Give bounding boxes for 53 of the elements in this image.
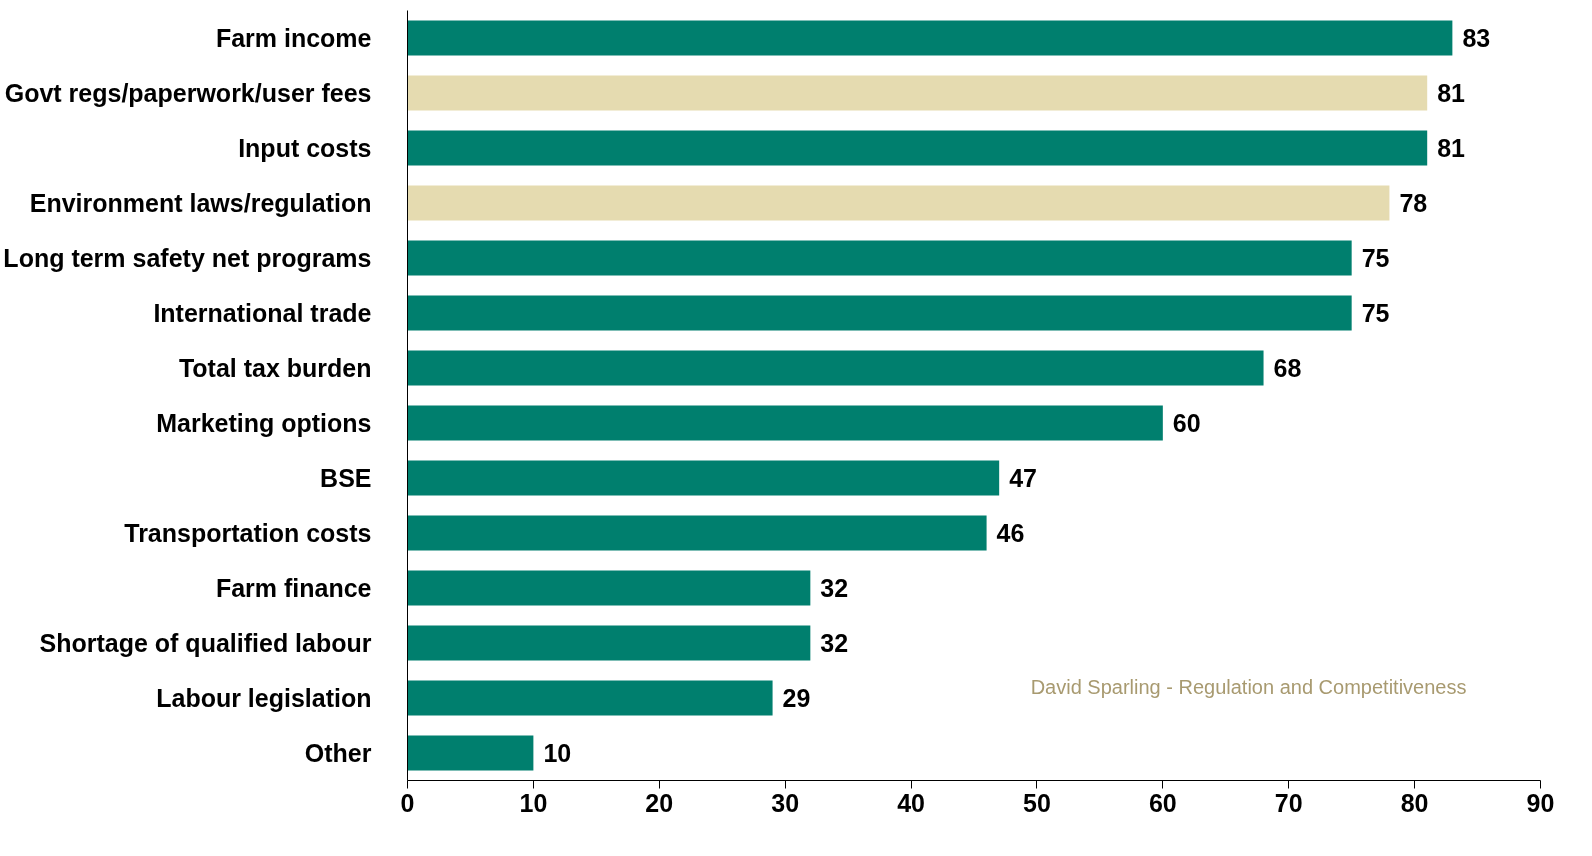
- y-tick-label: Shortage of qualified labour: [39, 629, 372, 657]
- data-label: 60: [1172, 409, 1201, 437]
- bar: [407, 515, 987, 551]
- x-tick-label: 50: [1023, 788, 1051, 817]
- data-label: 81: [1437, 79, 1466, 107]
- data-label: 32: [820, 574, 849, 602]
- y-tick-label: Govt regs/paperwork/user fees: [4, 79, 372, 107]
- y-tick-label: Farm finance: [215, 574, 372, 602]
- y-tick-label: Environment laws/regulation: [29, 189, 372, 217]
- x-tick-label: 80: [1400, 788, 1429, 817]
- bar: [407, 625, 811, 661]
- bar: [407, 570, 811, 606]
- data-label: 83: [1462, 24, 1491, 52]
- bar: [407, 460, 1000, 496]
- y-tick-label: Labour legislation: [156, 684, 372, 712]
- data-label: 10: [543, 739, 572, 767]
- bar: [407, 130, 1428, 166]
- x-tick-label: 20: [645, 788, 674, 817]
- x-tick-label: 70: [1274, 788, 1303, 817]
- y-tick-label: Input costs: [238, 134, 372, 162]
- bar: [407, 240, 1352, 276]
- data-label: 46: [996, 519, 1025, 547]
- x-tick-label: 10: [519, 788, 548, 817]
- x-tick-label: 0: [400, 788, 415, 817]
- y-tick-label: Long term safety net programs: [3, 244, 372, 272]
- y-tick-label: Marketing options: [156, 409, 372, 437]
- bar: [407, 20, 1453, 56]
- bar: [407, 295, 1352, 331]
- bar: [407, 735, 534, 771]
- x-tick-label: 60: [1148, 788, 1177, 817]
- data-label: 32: [820, 629, 849, 657]
- data-label: 78: [1399, 189, 1428, 217]
- bar: [407, 185, 1390, 221]
- y-tick-label: Other: [304, 739, 372, 767]
- bar: [407, 75, 1428, 111]
- data-label: 47: [1009, 464, 1037, 492]
- x-tick-label: 90: [1526, 788, 1555, 817]
- annotation: David Sparling - Regulation and Competitiveness: [1030, 676, 1467, 698]
- y-tick-label: International trade: [153, 299, 372, 327]
- data-label: 68: [1273, 354, 1302, 382]
- data-label: 75: [1361, 244, 1390, 272]
- y-tick-label: Total tax burden: [178, 354, 372, 382]
- x-tick-label: 40: [897, 788, 925, 817]
- y-tick-label: BSE: [320, 464, 372, 492]
- y-tick-label: Farm income: [215, 24, 372, 52]
- data-label: 29: [782, 684, 811, 712]
- data-label: 81: [1437, 134, 1466, 162]
- y-tick-label: Transportation costs: [124, 519, 372, 547]
- bar: [407, 680, 773, 716]
- data-label: 75: [1361, 299, 1390, 327]
- bar: [407, 405, 1163, 441]
- x-tick-label: 30: [771, 788, 800, 817]
- bar: [407, 350, 1264, 386]
